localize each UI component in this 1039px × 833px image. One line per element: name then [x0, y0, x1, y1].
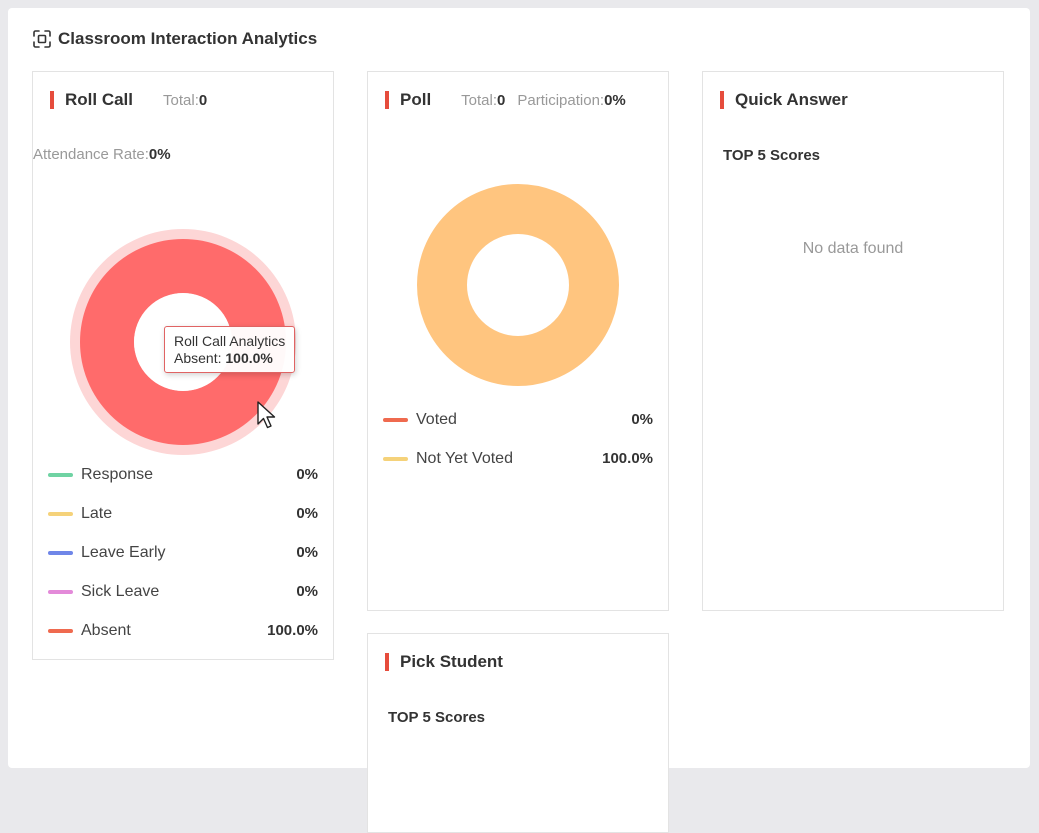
- roll-call-legend-item[interactable]: Response 0%: [48, 455, 318, 494]
- tooltip-label: Absent:: [174, 350, 222, 366]
- roll-call-card: Roll Call Total:0 Attendance Rate:0% Rol…: [32, 71, 334, 660]
- legend-swatch: [383, 456, 408, 461]
- pick-student-subtitle: TOP 5 Scores: [388, 709, 486, 726]
- quick-answer-title: Quick Answer: [735, 90, 848, 109]
- quick-answer-subtitle: TOP 5 Scores: [723, 147, 821, 164]
- legend-label: Not Yet Voted: [416, 449, 513, 467]
- total-label: Total:: [163, 91, 199, 109]
- accent-bar: [720, 91, 724, 109]
- tooltip-row: Absent: 100.0%: [174, 350, 285, 367]
- attendance-label: Attendance Rate:: [33, 146, 149, 163]
- poll-total: Total:0: [461, 92, 505, 109]
- accent-bar: [385, 653, 389, 671]
- pick-student-title: Pick Student: [400, 652, 503, 671]
- roll-call-header: Roll Call Total:0: [50, 90, 207, 110]
- poll-legend-item[interactable]: Voted 0%: [383, 400, 653, 439]
- legend-label: Response: [81, 465, 154, 483]
- empty-state-text: No data found: [802, 240, 904, 257]
- legend-label: Absent: [81, 621, 131, 639]
- quick-answer-card: Quick Answer TOP 5 Scores No data found: [702, 71, 1004, 611]
- legend-value: 0%: [296, 505, 318, 522]
- roll-call-total: Total:0: [163, 92, 207, 109]
- poll-header: Poll Total:0 Participation:0%: [385, 90, 626, 110]
- legend-value: 0%: [296, 583, 318, 600]
- expand-icon: [32, 29, 52, 49]
- poll-card: Poll Total:0 Participation:0% Voted 0% Not…: [367, 71, 669, 611]
- participation-value: 0%: [604, 91, 626, 109]
- total-value: 0: [497, 91, 506, 109]
- mouse-cursor-icon: [257, 401, 276, 429]
- roll-call-legend: Response 0% Late 0% Leave Early 0% Sick Leave 0…: [48, 455, 318, 650]
- quick-answer-header: Quick Answer: [720, 90, 848, 110]
- total-label: Total:: [461, 91, 498, 109]
- analytics-page: Classroom Interaction Analytics Roll Cal…: [8, 8, 1030, 833]
- accent-bar: [50, 91, 54, 109]
- roll-call-legend-item[interactable]: Absent 100.0%: [48, 611, 318, 650]
- poll-legend: Voted 0% Not Yet Voted 100.0%: [383, 400, 653, 478]
- page-title: Classroom Interaction Analytics: [58, 29, 318, 48]
- roll-call-tooltip: Roll Call Analytics Absent: 100.0%: [164, 326, 296, 373]
- poll-donut-chart[interactable]: [408, 175, 628, 395]
- legend-swatch: [48, 628, 73, 633]
- legend-value: 0%: [296, 544, 318, 561]
- poll-title: Poll: [400, 90, 432, 109]
- poll-donut-slice-not-yet-voted[interactable]: [417, 184, 619, 386]
- legend-value: 0%: [631, 411, 653, 428]
- legend-value: 100.0%: [602, 450, 653, 467]
- legend-swatch: [48, 589, 73, 594]
- legend-value: 0%: [296, 466, 318, 483]
- legend-swatch: [383, 417, 408, 422]
- participation-label: Participation:: [517, 91, 605, 109]
- legend-label: Late: [81, 504, 113, 522]
- legend-label: Leave Early: [81, 543, 166, 561]
- page-header: Classroom Interaction Analytics: [32, 28, 317, 50]
- tooltip-value: 100.0%: [225, 350, 273, 366]
- poll-legend-item[interactable]: Not Yet Voted 100.0%: [383, 439, 653, 478]
- legend-label: Voted: [416, 410, 457, 428]
- poll-participation: Participation:0%: [517, 92, 625, 109]
- legend-swatch: [48, 511, 73, 516]
- total-value: 0: [198, 91, 208, 109]
- roll-call-legend-item[interactable]: Late 0%: [48, 494, 318, 533]
- legend-swatch: [48, 472, 73, 477]
- accent-bar: [385, 91, 389, 109]
- pick-student-header: Pick Student: [385, 652, 503, 672]
- legend-swatch: [48, 550, 73, 555]
- attendance-value: 0%: [148, 146, 171, 163]
- attendance-rate: Attendance Rate:0%: [33, 146, 171, 163]
- roll-call-legend-item[interactable]: Sick Leave 0%: [48, 572, 318, 611]
- legend-value: 100.0%: [267, 622, 318, 639]
- roll-call-title: Roll Call: [65, 90, 134, 109]
- roll-call-legend-item[interactable]: Leave Early 0%: [48, 533, 318, 572]
- legend-label: Sick Leave: [81, 582, 160, 600]
- pick-student-card: Pick Student TOP 5 Scores: [367, 633, 669, 833]
- tooltip-title: Roll Call Analytics: [174, 333, 286, 349]
